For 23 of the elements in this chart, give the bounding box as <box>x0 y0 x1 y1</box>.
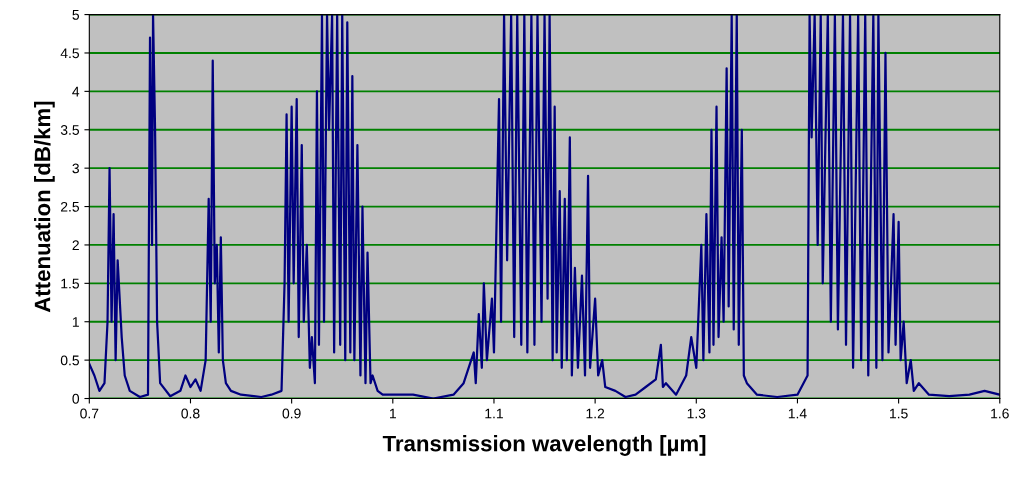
y-tick-label: 2 <box>72 240 79 250</box>
y-tick-label: 4 <box>72 86 80 97</box>
y-tick-label: 1 <box>72 317 79 327</box>
y-tick-label: 1.5 <box>61 278 80 289</box>
y-tick-label: 5 <box>72 10 80 20</box>
y-tick-label: 3 <box>72 163 79 174</box>
x-tick-label: 1.4 <box>788 408 807 419</box>
x-tick-label: 0.8 <box>181 408 200 419</box>
x-axis-title: Transmission wavelength [µm] <box>382 435 706 456</box>
x-tick-label: 1.3 <box>687 408 706 419</box>
x-tick-label: 1.1 <box>485 408 503 419</box>
x-tick-label: 1 <box>390 408 396 419</box>
y-tick-label: 3.5 <box>60 125 80 135</box>
y-tick-label: 0.5 <box>60 355 80 366</box>
x-tick-label: 0.9 <box>282 408 301 419</box>
x-tick-label: 1.2 <box>586 408 605 419</box>
y-tick-label: 0 <box>72 393 80 404</box>
y-axis-title: Attenuation [dB/km] <box>34 101 55 313</box>
x-tick-label: 1.5 <box>890 408 908 419</box>
y-tick-label: 2.5 <box>60 201 80 212</box>
x-tick-label: 1.6 <box>991 408 1009 419</box>
y-tick-label: 4.5 <box>60 48 80 59</box>
x-tick-label: 0.7 <box>80 408 99 419</box>
